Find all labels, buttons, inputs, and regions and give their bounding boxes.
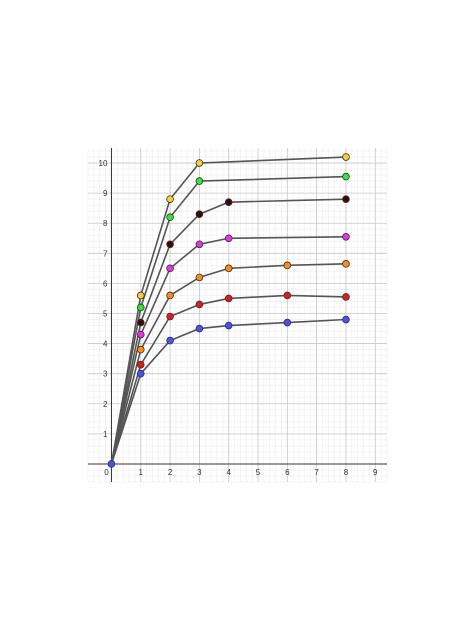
data-point [224,294,233,303]
x-tick-label: 2 [168,468,173,477]
data-point [136,345,145,354]
y-tick-label: 7 [103,249,108,258]
data-point [195,210,204,218]
data-point [283,291,292,300]
y-tick-label: 8 [103,219,108,228]
y-tick-label: 4 [103,340,108,349]
data-point [136,360,145,369]
data-point [195,324,204,333]
data-point [195,177,204,185]
data-point [136,318,145,327]
data-point [166,240,174,249]
data-point [224,264,233,273]
data-point [166,264,174,273]
data-point [195,273,204,282]
series-points [107,153,350,468]
minor-grid [87,148,388,483]
data-point [195,300,204,309]
x-tick-label: 8 [344,468,349,477]
y-tick-label: 10 [99,159,108,168]
data-point [342,195,350,203]
y-tick-label: 3 [103,370,108,379]
x-tick-label: 1 [139,468,144,477]
data-point [342,172,350,181]
origin-point [107,460,116,468]
data-point [136,303,145,312]
plot-area [88,148,387,482]
data-point [283,261,292,270]
data-point [224,234,233,243]
x-tick-label: 3 [197,468,202,477]
x-tick-label: 6 [285,468,290,477]
axes [88,148,387,482]
y-tick-label: 1 [103,430,108,439]
data-point [342,232,350,241]
data-point [342,293,350,301]
x-tick-label: 7 [314,468,319,477]
data-point [166,291,174,300]
x-tick-label: 9 [373,468,378,477]
data-point [195,159,204,167]
tick-labels: 0 1 2 3 4 5 6 7 8 9 1 2 3 4 5 6 7 8 9 10 [99,159,379,477]
x-tick-label: 5 [256,468,261,477]
x-tick-label: 0 [104,468,109,477]
data-point [195,240,204,249]
series-line-4 [110,235,346,465]
data-point [224,198,233,206]
data-point [166,213,174,222]
data-point [224,321,233,330]
data-point [283,318,292,327]
y-tick-label: 2 [103,400,108,409]
data-point [136,291,145,300]
x-tick-label: 4 [226,468,231,477]
y-tick-label: 9 [103,189,108,198]
y-tick-label: 6 [103,279,108,288]
data-point [342,153,350,161]
data-point [166,195,174,203]
data-point [342,315,350,324]
data-point [342,260,350,268]
data-point [136,369,145,378]
data-point [166,312,174,321]
y-tick-label: 5 [103,309,108,318]
data-point [136,330,145,339]
data-point [166,336,174,345]
series-line-5 [110,198,346,465]
